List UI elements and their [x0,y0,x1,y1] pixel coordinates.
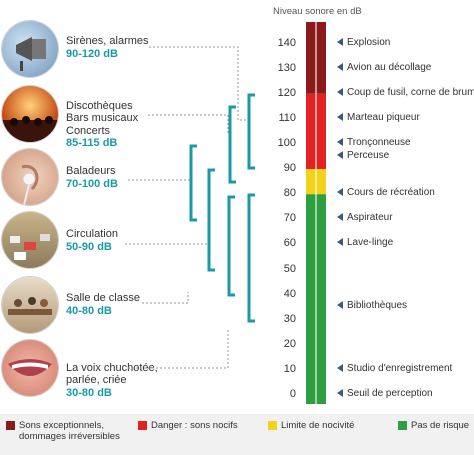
pointer-icon [337,150,343,159]
tick-label: 140 [277,36,296,49]
tick-label: 10 [283,362,296,375]
mouth-icon [2,340,58,396]
event-text: Marteau piqueur [347,111,420,123]
pointer-icon [337,363,343,372]
event-label: Marteau piqueur [337,112,420,123]
pointer-icon [337,138,343,146]
noise-level-bar [306,22,326,404]
source-siren: Sirènes, alarmes 90-120 dB [66,35,149,60]
classroom-icon [2,277,58,333]
event-label: Cours de récréation [337,187,435,198]
legend-exceptional: Sons exceptionnels, dommages irréversibl… [6,420,120,442]
range-brackets [125,46,255,369]
bracket-concert [228,105,236,184]
pointer-icon [337,238,343,247]
source-traffic: Circulation 50-90 dB [66,228,118,253]
legend-no-risk: Pas de risque [398,420,469,431]
event-label: Bibliothèques [337,300,407,311]
pointer-icon [337,389,343,397]
event-label: Seuil de perception [337,388,433,399]
tick-label: 90 [283,162,296,175]
tick-label: 70 [283,212,296,225]
source-player: Baladeurs 70-100 dB [66,165,118,190]
event-label: Tronçonneuse [337,137,411,148]
pointer-icon [337,188,343,197]
legend-limit: Limite de nocivité [268,420,354,431]
siren-icon [2,21,58,77]
tick-label: 0 [289,388,296,400]
pointer-icon [337,213,343,222]
pointer-icon [337,112,343,121]
event-text: Tronçonneuse [347,137,411,148]
event-text: Bibliothèques [347,300,408,312]
bracket-traffic [207,168,215,272]
earphone-icon [2,149,58,205]
event-text: Avion au décollage [347,61,432,73]
event-text: Cours de récréation [347,187,435,199]
pointer-icon [337,37,343,46]
tick-label: 110 [278,111,296,124]
connector-concert [148,114,229,135]
bracket-player [189,144,197,222]
legend-swatch [268,421,277,430]
event-text: Perceuse [347,149,390,161]
connector-voice [128,330,229,369]
tick-label: 20 [283,337,296,350]
bracket-voice [227,195,235,297]
event-label: Aspirateur [337,212,393,223]
pointer-icon [337,87,343,96]
source-voice: La voix chuchotée, parlée, criée 30-80 dB [66,361,158,399]
legend-swatch [398,421,407,430]
source-classroom: Salle de classe 40-80 dB [66,292,140,317]
event-label: Studio d'enregistrement [337,363,452,374]
tick-label: 130 [277,61,296,74]
event-text: Aspirateur [347,212,393,224]
traffic-icon [2,212,58,268]
event-text: Coup de fusil, corne de brume [347,86,474,98]
event-text: Studio d'enregistrement [347,362,453,374]
event-label: Perceuse [337,150,389,161]
event-label: Lave-linge [337,237,393,248]
tick-label: 120 [277,86,296,99]
source-concert: Discothèques Bars musicaux Concerts 85-11… [66,99,139,150]
tick-label: 40 [283,287,296,300]
bracket-siren [247,93,255,170]
connector-siren [149,46,250,121]
event-label: Explosion [337,37,390,48]
tick-label: 50 [283,262,296,275]
pointer-icon [337,62,343,71]
legend: Sons exceptionnels, dommages irréversibl… [0,414,474,455]
event-label: Coup de fusil, corne de brume [337,87,474,98]
legend-swatch [138,421,147,430]
bracket-classroom [247,193,255,323]
tick-label: 30 [283,312,296,325]
event-text: Explosion [347,36,391,48]
event-label: Avion au décollage [337,62,431,73]
tick-label: 100 [277,137,296,149]
connector-classroom [142,292,189,304]
event-text: Lave-linge [347,237,394,249]
event-text: Seuil de perception [347,388,433,399]
concert-icon [2,86,58,142]
scale-title: Niveau sonore en dB [273,6,362,17]
tick-label: 80 [283,187,296,200]
pointer-icon [337,301,343,310]
tick-label: 60 [283,237,296,250]
legend-danger: Danger : sons nocifs [138,420,238,431]
legend-swatch [6,421,15,430]
